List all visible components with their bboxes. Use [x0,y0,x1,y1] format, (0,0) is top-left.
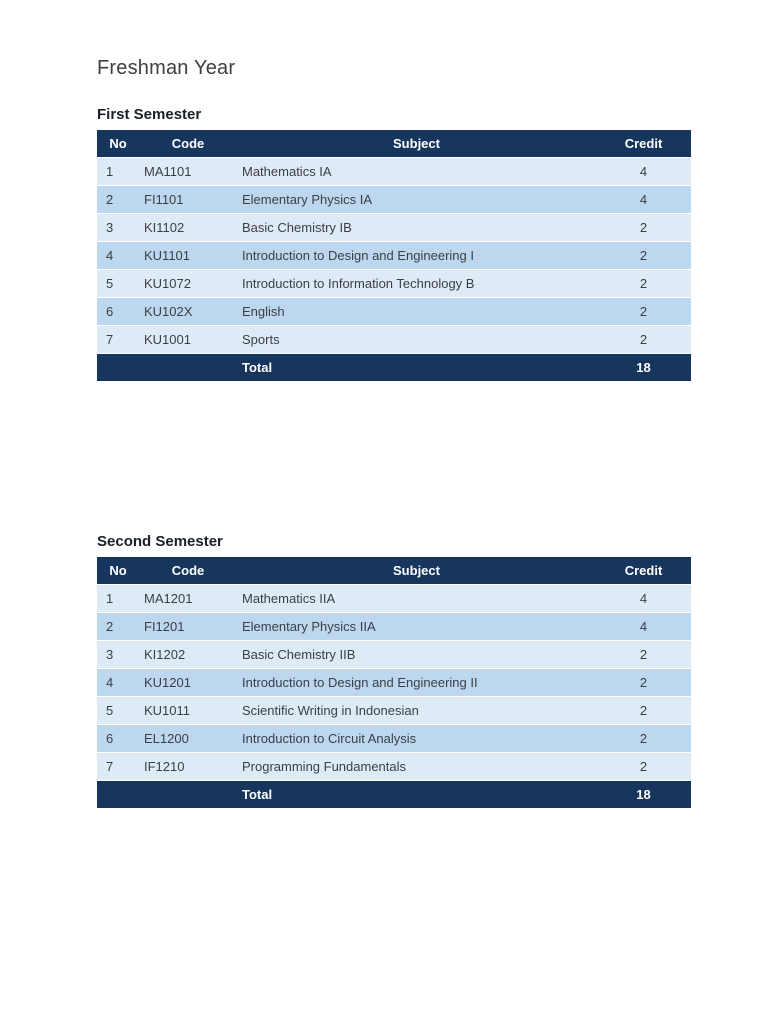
table-row: 5 KU1011 Scientific Writing in Indonesia… [97,696,691,725]
cell-no: 4 [97,668,139,697]
table-row: 6 EL1200 Introduction to Circuit Analysi… [97,724,691,753]
cell-subject: Introduction to Information Technology B [237,269,596,298]
cell-no: 5 [97,269,139,298]
cell-code: MA1201 [139,584,237,613]
cell-credit: 2 [596,640,691,669]
cell-subject: Basic Chemistry IIB [237,640,596,669]
table-row: 4 KU1201 Introduction to Design and Engi… [97,668,691,697]
table-row: 3 KI1102 Basic Chemistry IB 2 [97,213,691,242]
cell-code: KI1102 [139,213,237,242]
total-empty-cell [97,780,139,808]
cell-credit: 4 [596,584,691,613]
cell-subject: Introduction to Design and Engineering I [237,241,596,270]
cell-subject: Elementary Physics IIA [237,612,596,641]
total-empty-cell [139,353,237,381]
total-empty-cell [97,353,139,381]
table-row: 1 MA1201 Mathematics IIA 4 [97,584,691,613]
table-row: 5 KU1072 Introduction to Information Tec… [97,269,691,298]
cell-no: 7 [97,325,139,354]
cell-subject: Mathematics IIA [237,584,596,613]
total-empty-cell [139,780,237,808]
cell-credit: 2 [596,269,691,298]
cell-subject: Sports [237,325,596,354]
table-row: 1 MA1101 Mathematics IA 4 [97,157,691,186]
column-header-no: No [97,130,139,158]
column-header-code: Code [139,557,237,585]
cell-credit: 2 [596,724,691,753]
section-heading-first-semester: First Semester [97,106,202,123]
cell-code: KU1011 [139,696,237,725]
cell-code: FI1101 [139,185,237,214]
cell-code: KU102X [139,297,237,326]
column-header-code: Code [139,130,237,158]
cell-subject: English [237,297,596,326]
cell-credit: 2 [596,213,691,242]
cell-code: MA1101 [139,157,237,186]
cell-credit: 4 [596,157,691,186]
cell-credit: 2 [596,325,691,354]
cell-no: 6 [97,724,139,753]
cell-code: KU1072 [139,269,237,298]
cell-code: EL1200 [139,724,237,753]
column-header-credit: Credit [596,557,691,585]
cell-no: 3 [97,640,139,669]
cell-subject: Elementary Physics IA [237,185,596,214]
section-heading-second-semester: Second Semester [97,533,223,550]
cell-code: KU1101 [139,241,237,270]
cell-credit: 2 [596,668,691,697]
cell-credit: 2 [596,297,691,326]
first-semester-table: No Code Subject Credit 1 MA1101 Mathemat… [97,130,691,381]
table-row: 6 KU102X English 2 [97,297,691,326]
cell-no: 2 [97,612,139,641]
column-header-subject: Subject [237,130,596,158]
total-label: Total [237,353,596,381]
cell-credit: 2 [596,241,691,270]
document-page: Freshman Year First Semester No Code Sub… [97,57,691,808]
table-row: 7 KU1001 Sports 2 [97,325,691,354]
column-header-credit: Credit [596,130,691,158]
total-row: Total 18 [97,780,691,808]
table-header-row: No Code Subject Credit [97,557,691,585]
cell-credit: 4 [596,185,691,214]
cell-no: 4 [97,241,139,270]
section-second-semester: Second Semester No Code Subject Credit 1… [97,533,691,808]
column-header-subject: Subject [237,557,596,585]
cell-code: KU1201 [139,668,237,697]
cell-credit: 2 [596,752,691,781]
cell-subject: Introduction to Circuit Analysis [237,724,596,753]
column-header-no: No [97,557,139,585]
total-row: Total 18 [97,353,691,381]
table-row: 4 KU1101 Introduction to Design and Engi… [97,241,691,270]
cell-no: 5 [97,696,139,725]
cell-credit: 2 [596,696,691,725]
table-row: 2 FI1201 Elementary Physics IIA 4 [97,612,691,641]
total-value: 18 [596,780,691,808]
cell-no: 7 [97,752,139,781]
section-first-semester: First Semester No Code Subject Credit 1 … [97,106,691,381]
cell-no: 3 [97,213,139,242]
cell-no: 2 [97,185,139,214]
cell-code: IF1210 [139,752,237,781]
cell-no: 6 [97,297,139,326]
cell-code: KI1202 [139,640,237,669]
cell-subject: Basic Chemistry IB [237,213,596,242]
table-row: 7 IF1210 Programming Fundamentals 2 [97,752,691,781]
table-row: 3 KI1202 Basic Chemistry IIB 2 [97,640,691,669]
table-row: 2 FI1101 Elementary Physics IA 4 [97,185,691,214]
cell-subject: Programming Fundamentals [237,752,596,781]
cell-code: KU1001 [139,325,237,354]
cell-subject: Scientific Writing in Indonesian [237,696,596,725]
page-title: Freshman Year [97,57,236,79]
table-header-row: No Code Subject Credit [97,130,691,158]
cell-no: 1 [97,584,139,613]
cell-code: FI1201 [139,612,237,641]
cell-subject: Introduction to Design and Engineering I… [237,668,596,697]
cell-credit: 4 [596,612,691,641]
cell-subject: Mathematics IA [237,157,596,186]
total-label: Total [237,780,596,808]
total-value: 18 [596,353,691,381]
second-semester-table: No Code Subject Credit 1 MA1201 Mathemat… [97,557,691,808]
cell-no: 1 [97,157,139,186]
